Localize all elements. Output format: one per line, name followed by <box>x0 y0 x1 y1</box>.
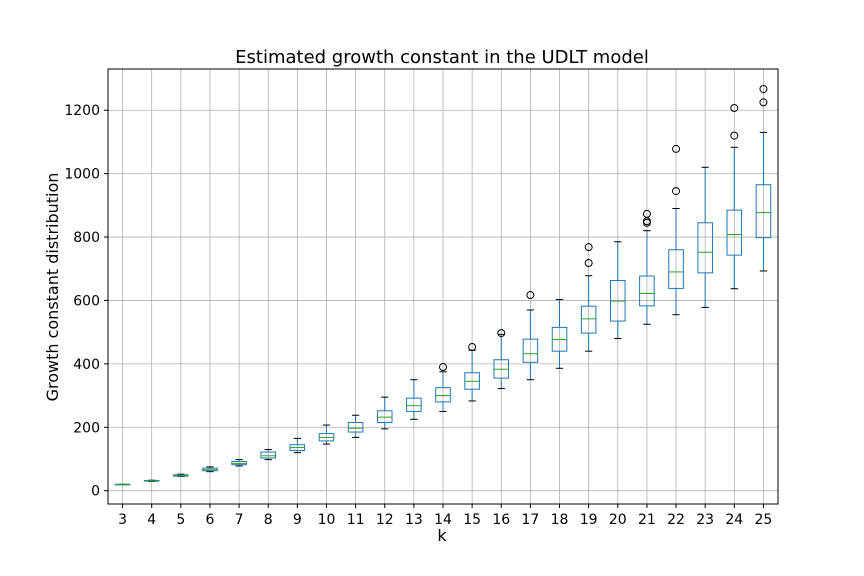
box-3 <box>114 483 131 486</box>
boxes <box>114 84 772 486</box>
outlier-point <box>642 209 651 218</box>
box-11 <box>347 414 364 438</box>
outlier-point <box>672 187 681 196</box>
x-tick-label: 8 <box>264 512 273 528</box>
x-tick-label: 3 <box>118 512 127 528</box>
outlier-point <box>730 103 739 112</box>
x-tick-label: 5 <box>176 512 185 528</box>
box-6 <box>202 466 218 473</box>
box-19 <box>580 243 597 352</box>
x-axis-ticks: 3 4 5 6 7 8 9 10 11 12 13 14 15 16 17 18 19 20 21 22 23 24 25 <box>118 504 772 528</box>
box-body <box>726 209 743 256</box>
box-17 <box>522 291 539 381</box>
x-tick-label: 18 <box>551 512 569 528</box>
x-tick-label: 23 <box>696 512 714 528</box>
box-14 <box>435 363 451 412</box>
x-tick-label: 15 <box>463 512 481 528</box>
box-5 <box>173 473 189 477</box>
box-8 <box>260 448 277 461</box>
y-tick-label: 200 <box>73 420 100 436</box>
x-tick-label: 4 <box>147 512 156 528</box>
box-body <box>522 338 539 363</box>
box-21 <box>639 209 655 325</box>
box-body <box>347 422 364 433</box>
box-body <box>435 387 451 403</box>
box-15 <box>464 343 480 402</box>
box-24 <box>726 103 743 290</box>
grid <box>108 69 778 504</box>
y-tick-label: 1200 <box>64 103 100 119</box>
box-9 <box>289 437 306 454</box>
box-body <box>668 249 684 289</box>
chart-title: Estimated growth constant in the UDLT mo… <box>235 47 649 68</box>
box-13 <box>406 379 422 420</box>
x-tick-label: 12 <box>376 512 394 528</box>
box-10 <box>318 424 335 445</box>
x-tick-label: 22 <box>667 512 685 528</box>
y-axis-ticks: 0 200 400 600 800 1000 1200 <box>64 103 108 500</box>
box-25 <box>755 84 772 272</box>
y-tick-label: 0 <box>91 484 100 500</box>
box-7 <box>231 459 247 467</box>
outlier-point <box>759 84 768 93</box>
x-tick-label: 19 <box>580 512 598 528</box>
box-body <box>580 305 597 334</box>
y-tick-label: 800 <box>73 230 100 246</box>
outlier-point <box>759 98 768 107</box>
box-23 <box>697 166 713 308</box>
x-tick-label: 6 <box>205 512 214 528</box>
outlier-point <box>497 329 506 338</box>
outlier-point <box>526 291 535 300</box>
y-axis-label: Growth constant distribution <box>43 173 62 402</box>
box-body <box>697 222 713 274</box>
box-12 <box>376 396 393 430</box>
y-tick-label: 1000 <box>64 167 100 183</box>
outlier-point <box>584 243 593 252</box>
y-tick-label: 400 <box>73 357 100 373</box>
outlier-point <box>468 343 477 352</box>
x-tick-label: 11 <box>347 512 365 528</box>
x-tick-label: 9 <box>293 512 302 528</box>
x-tick-label: 10 <box>318 512 336 528</box>
outlier-point <box>672 144 681 153</box>
box-body <box>260 451 277 459</box>
box-4 <box>143 479 160 482</box>
box-body <box>755 184 772 239</box>
x-tick-label: 21 <box>638 512 656 528</box>
x-axis-label: k <box>437 526 447 545</box>
box-18 <box>551 298 568 369</box>
outlier-point <box>439 363 447 372</box>
x-tick-label: 24 <box>725 512 743 528</box>
x-tick-label: 13 <box>405 512 423 528</box>
outlier-point <box>584 259 593 268</box>
y-tick-label: 600 <box>73 293 100 309</box>
x-tick-label: 20 <box>609 512 627 528</box>
box-22 <box>668 144 684 316</box>
x-tick-label: 17 <box>521 512 539 528</box>
x-tick-label: 16 <box>492 512 510 528</box>
box-body <box>406 397 422 412</box>
x-tick-label: 14 <box>434 512 452 528</box>
box-16 <box>493 329 510 390</box>
box-20 <box>610 241 626 339</box>
x-tick-label: 7 <box>235 512 244 528</box>
outlier-point <box>730 131 739 140</box>
x-tick-label: 25 <box>755 512 773 528</box>
box-body <box>639 275 655 307</box>
